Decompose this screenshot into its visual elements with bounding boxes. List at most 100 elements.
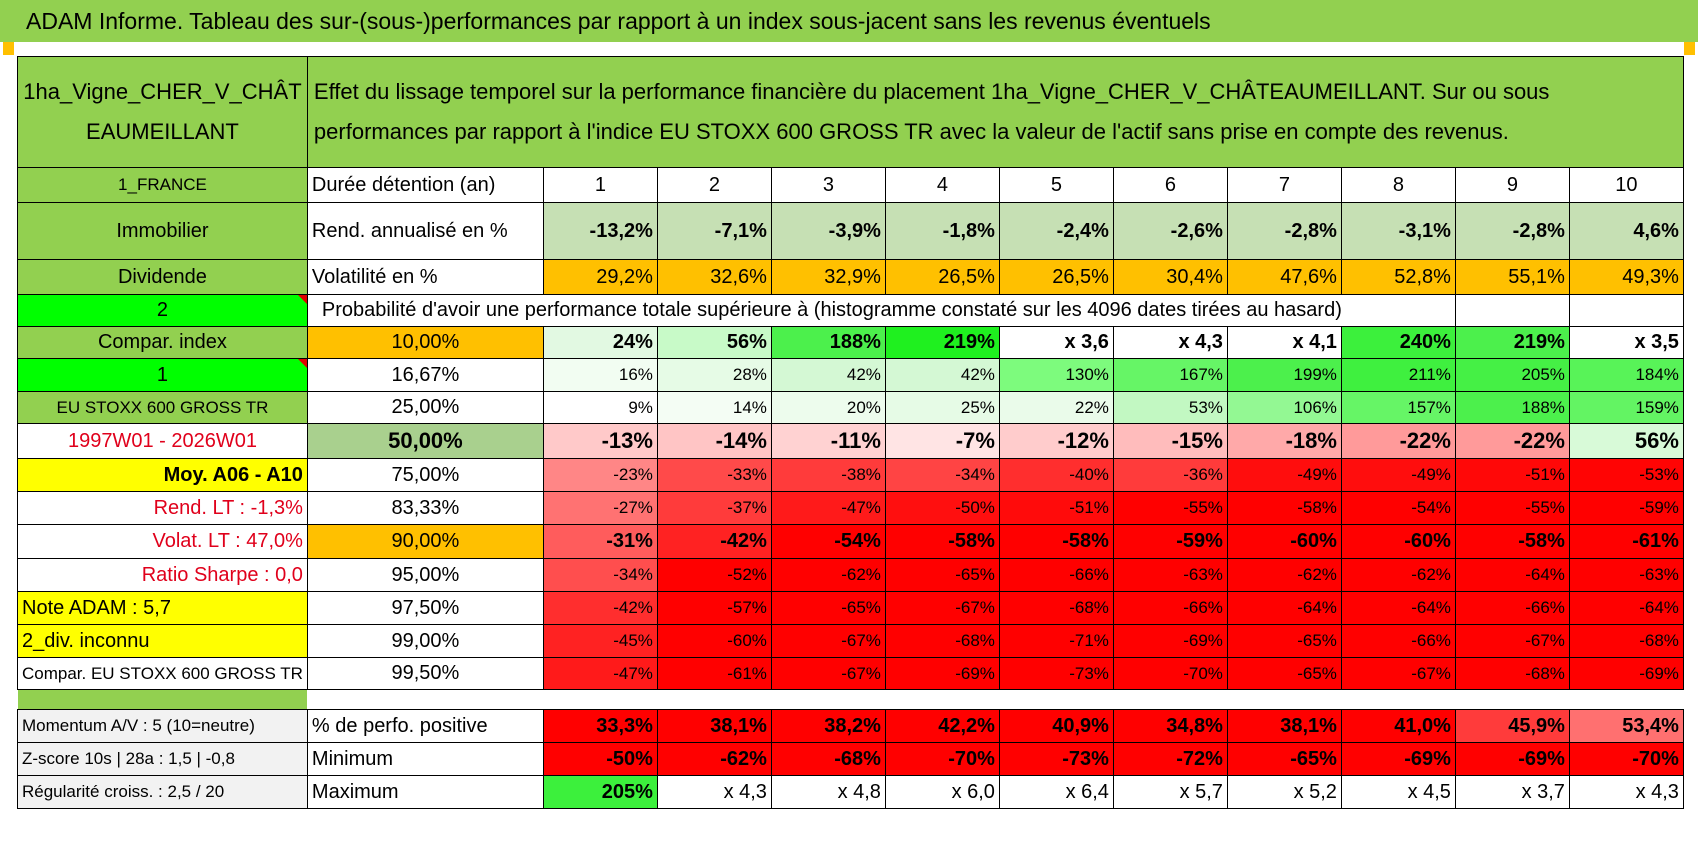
stats-value: x 6,4 [998,775,1114,809]
vol-value: 32,6% [656,259,772,295]
quantile-probability: 83,33% [306,491,544,525]
quantile-value: -37% [656,491,772,525]
selector-1-cell[interactable]: 1 [17,358,308,392]
quantile-value: -7% [884,423,1000,459]
index-name-cell: EU STOXX 600 GROSS TR [17,391,308,424]
quantile-value: -52% [656,558,772,592]
quantile-row: Compar. EU STOXX 600 GROSS TR 99,50% -47% -… [17,657,1684,690]
year-header: 4 [884,167,1000,203]
quantile-value: -68% [884,624,1000,658]
stats-row: Momentum A/V : 5 (10=neutre)% de perfo. … [17,709,1684,743]
quantile-value: -22% [1340,423,1456,459]
stats-value: 41,0% [1340,709,1456,743]
year-header: 10 [1568,167,1684,203]
quantile-value: -64% [1568,591,1684,625]
quantile-value: -62% [1226,558,1342,592]
quantile-value: 22% [998,391,1114,424]
quantile-value: -47% [770,491,886,525]
quantile-value: -42% [656,524,772,559]
quantile-value: -45% [542,624,658,658]
stats-value: -68% [770,742,886,776]
quantile-value: -60% [1340,524,1456,559]
quantile-probability: 99,50% [306,657,544,690]
quantile-value: -14% [656,423,772,459]
stats-value: x 4,8 [770,775,886,809]
rend-value: -7,1% [656,202,772,260]
quantile-value: -13% [542,423,658,459]
vol-value: 52,8% [1340,259,1456,295]
quantile-value: -31% [542,524,658,559]
quantile-value: 56% [656,326,772,359]
quantile-value: -61% [1568,524,1684,559]
quantile-value: 219% [884,326,1000,359]
stats-value: 38,2% [770,709,886,743]
quantile-value: -57% [656,591,772,625]
stats-label: Maximum [306,775,544,809]
vol-value: 26,5% [998,259,1114,295]
momentum-cell: Momentum A/V : 5 (10=neutre) [17,709,308,743]
empty-cell [1454,294,1570,327]
quantile-value: -70% [1112,657,1228,690]
quantile-row: Moy. A06 - A10 75,00% -23% -33% -38% -34% -40%… [17,458,1684,492]
stats-value: -62% [656,742,772,776]
vol-value: 47,6% [1226,259,1342,295]
quantile-value: -66% [1454,591,1570,625]
quantile-value: -55% [1112,491,1228,525]
quantile-value: -64% [1454,558,1570,592]
quantile-probability: 50,00% [306,423,544,459]
stats-value: -72% [1112,742,1228,776]
vol-value: 32,9% [770,259,886,295]
quantile-value: 188% [770,326,886,359]
quantile-value: -67% [770,624,886,658]
stats-value: -69% [1454,742,1570,776]
year-header: 2 [656,167,772,203]
quantile-value: -34% [884,458,1000,492]
stats-value: x 6,0 [884,775,1000,809]
spacer-cell [307,689,1684,710]
quantile-value: -58% [884,524,1000,559]
spacer-green-cell [17,689,308,710]
quantile-probability: 25,00% [306,391,544,424]
duration-label: Durée détention (an) [306,167,544,203]
stats-value: x 5,2 [1226,775,1342,809]
quantile-value: -54% [770,524,886,559]
quantile-value: -53% [1568,458,1684,492]
spacer-row [17,689,1684,710]
quantile-value: 205% [1454,358,1570,392]
stats-value: x 4,5 [1340,775,1456,809]
compar-full-cell: Compar. EU STOXX 600 GROSS TR [17,657,308,690]
quantile-value: -71% [998,624,1114,658]
quantile-value: -33% [656,458,772,492]
year-header: 6 [1112,167,1228,203]
quantile-row: Volat. LT : 47,0% 90,00% -31% -42% -54% -58% -… [17,524,1684,559]
rend-value: -3,9% [770,202,886,260]
rend-value: -13,2% [542,202,658,260]
quantile-value: -55% [1454,491,1570,525]
quantile-value: -68% [998,591,1114,625]
selector-2-cell[interactable]: 2 [17,294,308,327]
compar-index-cell: Compar. index [17,326,308,359]
stats-value: 40,9% [998,709,1114,743]
moy-cell: Moy. A06 - A10 [17,458,308,492]
performance-table: 1ha_Vigne_CHER_V_CHÂTEAUMEILLANT Effet d… [17,56,1684,809]
quantile-value: -62% [1340,558,1456,592]
quantile-value: 199% [1226,358,1342,392]
quantile-value: -66% [1112,591,1228,625]
quantile-probability: 95,00% [306,558,544,592]
year-header: 5 [998,167,1114,203]
quantile-probability: 90,00% [306,524,544,559]
year-header: 8 [1340,167,1456,203]
year-header: 3 [770,167,886,203]
quantile-probability: 10,00% [306,326,544,359]
category-cell: Immobilier [17,202,308,260]
quantile-value: -38% [770,458,886,492]
stats-label: Minimum [306,742,544,776]
rend-value: -2,4% [998,202,1114,260]
sharpe-cell: Ratio Sharpe : 0,0 [17,558,308,592]
stats-value: x 3,7 [1454,775,1570,809]
quantile-value: -68% [1568,624,1684,658]
vol-value: 30,4% [1112,259,1228,295]
quantile-value: -51% [998,491,1114,525]
rend-value: -3,1% [1340,202,1456,260]
orange-marker-right [1684,42,1695,55]
